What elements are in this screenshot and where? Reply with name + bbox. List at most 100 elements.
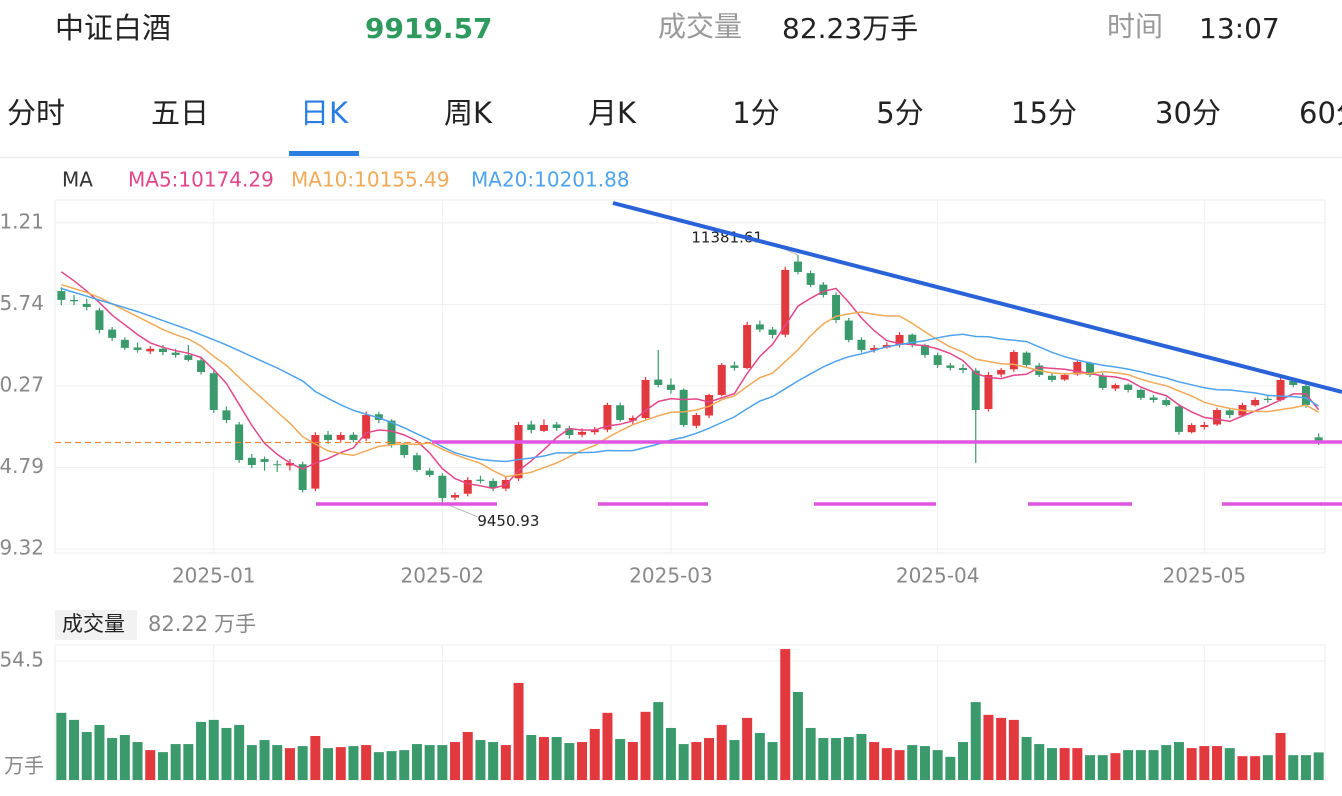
tab[interactable]: 1分 (732, 96, 779, 130)
candle-body (578, 431, 587, 435)
volume-bar (424, 745, 435, 780)
volume-bar (1275, 732, 1286, 780)
volume-bar (234, 724, 245, 780)
candle-body (311, 434, 320, 489)
volume-bar (894, 750, 905, 780)
volume-bar (335, 747, 346, 780)
volume-bar (1097, 755, 1108, 780)
candle-body (70, 299, 79, 302)
volume-bar (754, 732, 765, 780)
tab[interactable]: 日K (300, 96, 349, 130)
candle-body (793, 261, 802, 272)
volume-current-value: 82.22 (148, 612, 208, 636)
candle-body (1124, 384, 1133, 390)
volume-bar (627, 742, 638, 780)
volume-axis-unit: 万手 (4, 754, 44, 778)
candle-body (743, 324, 752, 369)
volume-bar (119, 735, 130, 780)
volume-bar (196, 721, 207, 780)
volume-bar (1008, 719, 1019, 780)
candle-body (692, 414, 701, 426)
volume-bar (1059, 748, 1070, 780)
candle-body (451, 495, 460, 498)
volume-bar (691, 742, 702, 780)
candle-body (171, 352, 180, 355)
candle-body (946, 365, 955, 368)
volume-current: 82.22 万手 (148, 612, 256, 636)
volume-bar (996, 717, 1007, 780)
candle-body (730, 365, 739, 368)
volume-title-bg (55, 610, 137, 640)
tab[interactable]: 五日 (151, 96, 209, 130)
tab[interactable]: 5分 (876, 96, 923, 130)
candle-body (1174, 406, 1183, 432)
volume-bar (970, 702, 981, 780)
volume-bar (500, 745, 511, 780)
volume-bar (310, 736, 321, 780)
volume-bar (170, 744, 181, 780)
volume-bar (1212, 746, 1223, 780)
tab-bar: 分时 五日 日K 周K 月K 1分 5分 15分 30分 60分 (7, 96, 1342, 156)
candle-body (298, 464, 307, 491)
candle-body (82, 303, 91, 307)
volume-bar (1085, 755, 1096, 780)
volume-bar (323, 748, 334, 780)
tab[interactable]: 30分 (1155, 96, 1221, 130)
tab[interactable]: 15分 (1011, 96, 1077, 130)
legend-entry: MA5:10174.29 (128, 168, 274, 192)
volume-bar (437, 745, 448, 780)
candle-body (844, 320, 853, 340)
candle-body (857, 339, 866, 350)
volume-bar (1173, 742, 1184, 780)
volume-bar (81, 731, 92, 780)
volume-bar (1199, 746, 1210, 780)
ma-line (61, 283, 1319, 478)
candle-body (1263, 398, 1272, 400)
volume-bar (881, 748, 892, 780)
trend-line (612, 201, 1342, 394)
tab[interactable]: 60分 (1299, 96, 1342, 130)
price: 9919.57 (365, 12, 493, 45)
volume-bar (132, 742, 143, 780)
candle-body (895, 334, 904, 345)
candle-body (641, 379, 650, 419)
candle-body (679, 389, 688, 425)
candle-body (1060, 374, 1069, 380)
candle-body (1009, 352, 1018, 370)
time-label: 时间 (1107, 10, 1163, 43)
candle-body (628, 417, 637, 421)
candle-body (768, 329, 777, 335)
volume-bar (488, 742, 499, 780)
tab[interactable]: 分时 (7, 96, 65, 130)
candle-body (997, 369, 1006, 375)
candle-body (222, 410, 231, 420)
candle-body (666, 384, 675, 390)
candle-body (971, 370, 980, 410)
candle-body (552, 424, 561, 428)
volume-bar (564, 743, 575, 780)
candle-body (158, 348, 167, 353)
candle-body (1276, 379, 1285, 401)
volume-bar (526, 735, 537, 780)
x-tick-label: 2025-01 (172, 564, 256, 588)
candle-body (959, 368, 968, 370)
legend-entry: MA20:10201.88 (471, 168, 630, 192)
volume-bar (907, 745, 918, 780)
candle-body (1314, 437, 1323, 443)
volume-bar (945, 756, 956, 780)
time: 13:07 (1199, 12, 1280, 45)
volume-bar (792, 692, 803, 780)
volume-bar (869, 742, 880, 780)
volume-bar (780, 649, 791, 780)
volume-chart: 354.5 (0, 644, 1326, 781)
volume-bar (1110, 753, 1121, 780)
candle-body (463, 480, 472, 494)
volume-bar (1148, 750, 1159, 780)
volume-bar (1046, 748, 1057, 780)
candle-body (539, 424, 548, 431)
candle-body (705, 394, 714, 416)
tab[interactable]: 月K (588, 96, 637, 130)
candle-body (1086, 362, 1095, 375)
tab[interactable]: 周K (444, 96, 493, 130)
candle-body (1073, 362, 1082, 375)
